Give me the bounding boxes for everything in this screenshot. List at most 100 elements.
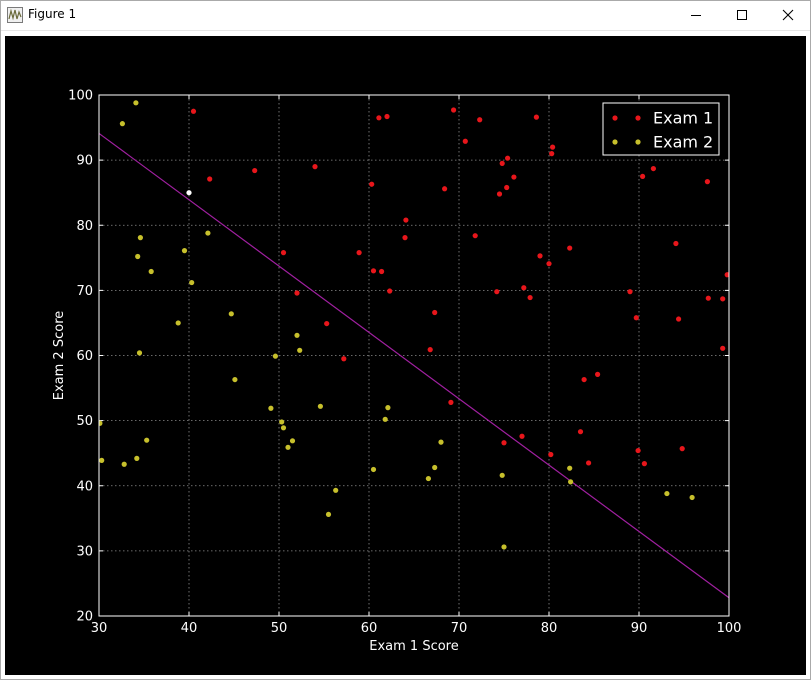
- exam1-point: [190, 108, 197, 114]
- exam1-point: [720, 296, 726, 302]
- exam1-point: [549, 151, 555, 157]
- axes-frame: [98, 94, 730, 617]
- exam2-point: [370, 466, 377, 473]
- exam2-point: [280, 425, 287, 431]
- exam1-point: [641, 461, 648, 467]
- y-tick-label: 80: [76, 219, 93, 234]
- exam1-point: [462, 138, 468, 144]
- scatter-chart: 30 40 50 60 70 80 90 1002030405060708090100Exam…: [52, 89, 742, 655]
- exam1-point: [370, 268, 377, 274]
- exam2-point: [232, 376, 238, 383]
- exam2-point: [317, 403, 323, 409]
- exam1-point: [387, 288, 393, 294]
- exam2-point: [567, 465, 573, 471]
- exam1-point: [704, 179, 711, 185]
- x-tick-label: 100: [717, 621, 742, 636]
- exam2-point: [136, 350, 143, 356]
- exam1-point: [376, 115, 382, 121]
- exam1-point: [472, 233, 478, 239]
- exam1-point: [501, 440, 507, 446]
- exam1-point: [324, 320, 330, 327]
- exam1-point: [384, 113, 390, 120]
- exam1-point: [504, 184, 510, 191]
- exam1-point: [720, 345, 726, 351]
- exam1-point: [451, 107, 457, 113]
- exam2-point: [268, 405, 274, 411]
- exam2-point: [135, 253, 141, 260]
- exam1-point: [294, 290, 300, 296]
- exam1-point: [499, 160, 505, 166]
- exam2-point: [294, 332, 300, 338]
- exam2-point: [568, 479, 574, 485]
- exam2-point: [205, 230, 211, 236]
- exam1-point: [633, 315, 639, 321]
- exam2-point: [289, 438, 296, 444]
- exam1-point: [369, 181, 375, 187]
- x-tick-label: 40: [181, 621, 198, 636]
- exam1-point: [635, 447, 641, 454]
- y-tick-label: 50: [76, 414, 93, 429]
- exam1-point: [511, 174, 517, 180]
- exam1-point: [546, 261, 552, 267]
- exam2-point: [385, 405, 391, 411]
- close-button[interactable]: [765, 0, 811, 30]
- x-tick-label: 60: [361, 621, 378, 636]
- y-tick-label: 20: [76, 610, 93, 625]
- exam1-point: [650, 165, 657, 172]
- exam2-point: [99, 420, 103, 426]
- exam1-point: [448, 399, 454, 405]
- minimize-icon: [691, 15, 701, 16]
- exam1-point: [496, 191, 503, 197]
- exam2-point: [99, 457, 105, 463]
- exam1-point: [403, 217, 409, 223]
- exam1-point: [341, 356, 347, 362]
- exam1-point: [537, 253, 543, 259]
- exam2-point: [279, 419, 285, 425]
- exam1-point: [494, 289, 500, 295]
- y-tick-label: 40: [76, 479, 93, 494]
- maximize-button[interactable]: [719, 0, 765, 30]
- exam1-point: [673, 240, 679, 247]
- exam2-point: [148, 268, 154, 275]
- exam2-point: [137, 235, 143, 241]
- exam1-point: [567, 245, 573, 251]
- exam2-point: [121, 461, 127, 467]
- exam1-point: [548, 451, 554, 458]
- exam1-point: [427, 347, 433, 353]
- exam1-point: [505, 155, 511, 161]
- exam1-point: [312, 164, 318, 170]
- exam2-point: [382, 416, 388, 422]
- x-tick-label: 70: [451, 621, 468, 636]
- legend-label: Exam 2: [653, 133, 713, 152]
- exam1-point: [581, 376, 587, 383]
- x-tick-label: 90: [631, 621, 648, 636]
- exam1-point: [280, 250, 287, 256]
- exam1-point: [519, 433, 525, 439]
- exam2-point: [438, 439, 444, 445]
- exam1-point: [356, 250, 362, 256]
- exam1-point: [432, 309, 438, 316]
- exam2-point: [425, 475, 431, 482]
- exam2-point: [285, 444, 291, 450]
- exam1-point: [577, 429, 584, 435]
- minimize-button[interactable]: [673, 0, 719, 30]
- exam2-point: [333, 487, 339, 493]
- legend-label: Exam 1: [653, 109, 713, 128]
- figure-canvas: 30 40 50 60 70 80 90 100 20 30 40 50 60 70 80 90 100 Exam…: [5, 36, 806, 675]
- exam1-point: [676, 316, 682, 322]
- window-title: Figure 1: [28, 7, 77, 21]
- exam1-point: [640, 173, 646, 180]
- exam1-point: [379, 268, 385, 275]
- x-tick-label: 80: [541, 621, 558, 636]
- exam1-point: [586, 460, 592, 466]
- legend-marker: [612, 115, 618, 121]
- x-tick-label: 30: [91, 621, 108, 636]
- decision-boundary-line: [99, 132, 729, 599]
- legend-marker: [635, 115, 641, 121]
- exam2-point: [181, 248, 188, 254]
- exam1-point: [252, 167, 258, 174]
- y-tick-label: 70: [76, 284, 93, 299]
- exam2-point: [119, 121, 125, 127]
- exam1-point: [627, 289, 633, 295]
- close-icon: [782, 9, 794, 21]
